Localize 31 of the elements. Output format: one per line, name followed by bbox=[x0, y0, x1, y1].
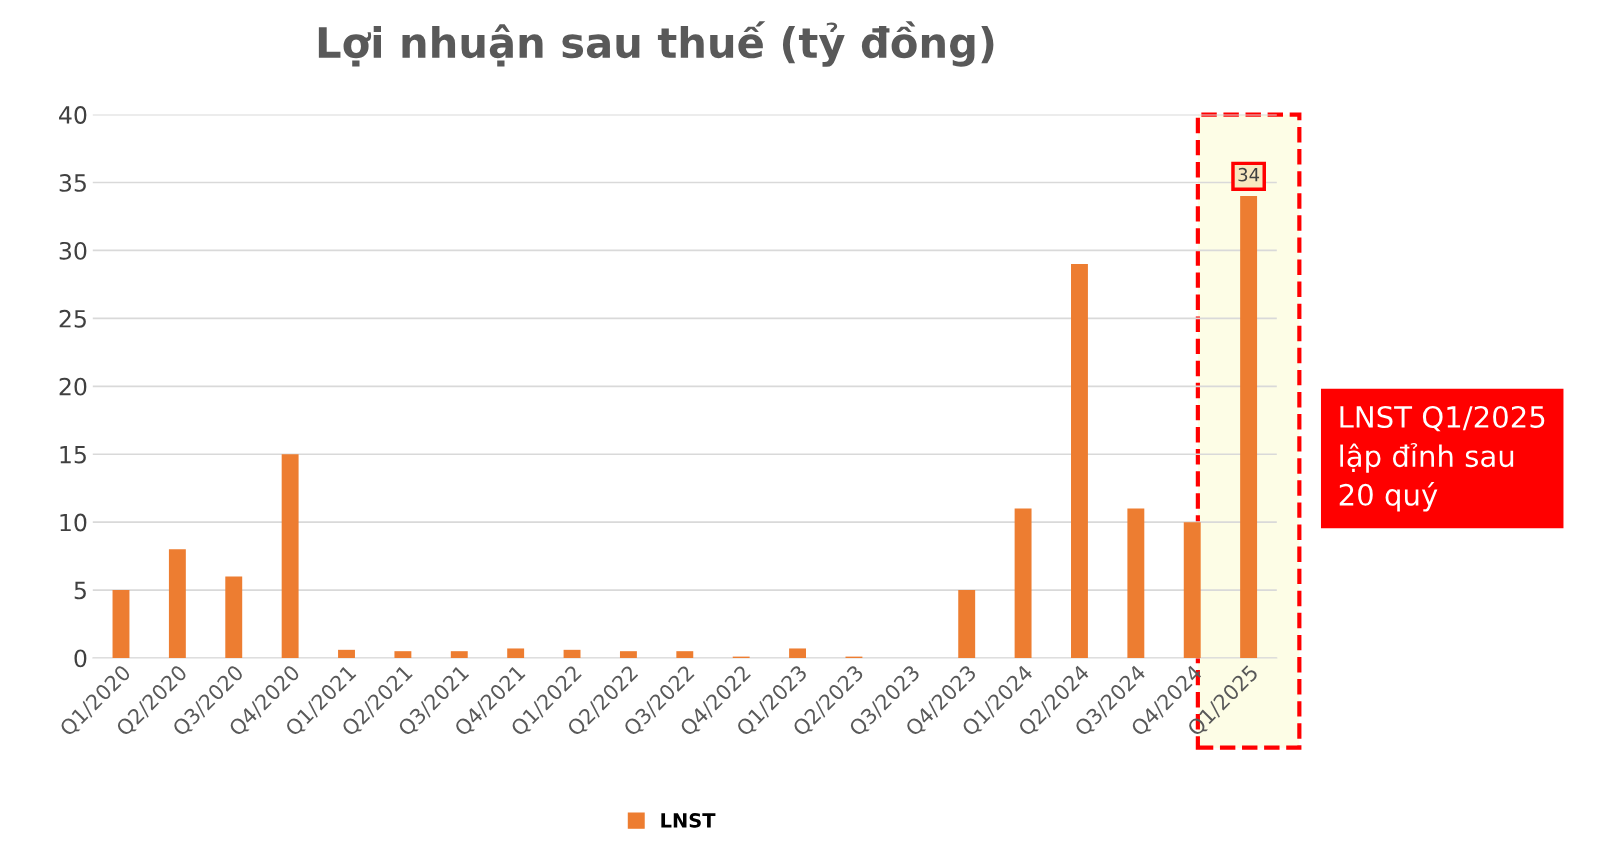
bar bbox=[112, 590, 130, 658]
bar bbox=[1240, 196, 1258, 658]
data-label: 34 bbox=[1238, 167, 1260, 182]
y-tick-label: 40 bbox=[59, 106, 87, 124]
bar bbox=[338, 649, 355, 658]
bar bbox=[1183, 522, 1201, 658]
y-tick-label: 35 bbox=[59, 173, 86, 192]
bar bbox=[225, 576, 243, 658]
y-tick-label: 30 bbox=[59, 241, 87, 260]
y-tick-label: 10 bbox=[60, 513, 87, 532]
y-tick-label: 5 bbox=[74, 581, 86, 600]
bar bbox=[1014, 508, 1032, 658]
y-tick-label: 0 bbox=[74, 649, 87, 668]
bar bbox=[958, 590, 976, 658]
bar bbox=[676, 651, 694, 658]
text: LNST Q1/2025 lập đỉnh sau 20 quý bbox=[1339, 405, 1545, 512]
legend-label: LNST bbox=[661, 813, 716, 828]
y-tick-label: 25 bbox=[59, 309, 86, 328]
bar bbox=[619, 651, 637, 658]
bar bbox=[281, 454, 299, 658]
bar bbox=[789, 648, 807, 658]
bar bbox=[563, 649, 581, 658]
chart-title: Lợi nhuận sau thuế (tỷ đồng) bbox=[318, 21, 994, 67]
bar bbox=[507, 648, 525, 658]
bar bbox=[168, 549, 186, 658]
y-tick-label: 15 bbox=[60, 445, 86, 464]
y-tick-label: 20 bbox=[59, 377, 87, 396]
bar bbox=[450, 651, 468, 658]
bar bbox=[394, 651, 412, 658]
bar bbox=[1071, 264, 1088, 658]
bar bbox=[1127, 508, 1145, 658]
